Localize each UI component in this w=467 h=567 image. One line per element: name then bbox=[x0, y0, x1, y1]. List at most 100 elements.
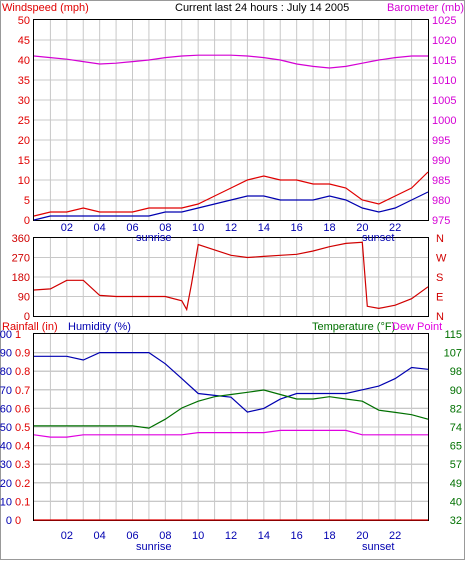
sunrise-label-bottom: sunrise bbox=[136, 541, 171, 553]
hour-tick-label: 06 bbox=[126, 222, 138, 234]
barometer-tick-label: 980 bbox=[432, 195, 450, 207]
hour-tick-label: 12 bbox=[225, 222, 237, 234]
dewpoint-axis-title: Dew Point bbox=[392, 321, 442, 333]
rainfall-tick-label: 0.1 bbox=[15, 496, 30, 508]
windspeed-tick-label: 0 bbox=[24, 215, 30, 227]
barometer-tick-label: 1005 bbox=[432, 95, 456, 107]
wind-direction-plot-frame bbox=[33, 237, 429, 317]
sunset-label-bottom: sunset bbox=[362, 541, 394, 553]
rainfall-tick-label: 0.6 bbox=[15, 403, 30, 415]
hour-tick-label: 18 bbox=[323, 222, 335, 234]
barometer-tick-label: 1000 bbox=[432, 115, 456, 127]
humidity-tick-label: 10 bbox=[0, 496, 12, 508]
rainfall-tick-label: 0.9 bbox=[15, 348, 30, 360]
barometer-tick-label: 1020 bbox=[432, 35, 456, 47]
chart-title: Current last 24 hours : July 14 2005 bbox=[175, 2, 349, 14]
hour-tick-label: 18 bbox=[323, 530, 335, 542]
barometer-tick-label: 975 bbox=[432, 215, 450, 227]
windspeed-tick-label: 25 bbox=[18, 115, 30, 127]
hour-tick-label: 16 bbox=[291, 222, 303, 234]
hour-tick-label: 20 bbox=[356, 530, 368, 542]
hour-tick-label: 04 bbox=[94, 222, 106, 234]
direction-tick-label: 180 bbox=[12, 272, 30, 284]
compass-tick-label: S bbox=[436, 272, 443, 284]
hour-tick-label: 10 bbox=[192, 530, 204, 542]
windspeed-tick-label: 45 bbox=[18, 35, 30, 47]
hour-tick-label: 22 bbox=[389, 530, 401, 542]
wind-direction-line bbox=[33, 241, 429, 312]
direction-tick-label: 0 bbox=[24, 311, 30, 323]
hour-tick-label: 02 bbox=[61, 530, 73, 542]
temperature-tick-label: 32 bbox=[450, 515, 462, 527]
barometer-tick-label: 995 bbox=[432, 135, 450, 147]
sunrise-label-top: sunrise bbox=[136, 232, 171, 244]
rainfall-tick-label: 0.3 bbox=[15, 459, 30, 471]
temperature-tick-label: 115 bbox=[444, 329, 462, 341]
dewpoint-line bbox=[33, 429, 428, 438]
hour-tick-label: 22 bbox=[389, 222, 401, 234]
humidity-tick-label: 50 bbox=[0, 422, 12, 434]
windspeed-tick-label: 5 bbox=[24, 195, 30, 207]
hour-tick-label: 08 bbox=[159, 530, 171, 542]
humidity-tick-label: 20 bbox=[0, 478, 12, 490]
humidity-axis-title: Humidity (%) bbox=[68, 321, 131, 333]
barometer-tick-label: 1010 bbox=[432, 75, 456, 87]
rainfall-axis-title: Rainfall (in) bbox=[2, 321, 58, 333]
humidity-tick-label: 80 bbox=[0, 366, 12, 378]
humidity-tick-label: 70 bbox=[0, 385, 12, 397]
rainfall-tick-label: 0 bbox=[15, 515, 21, 527]
hour-labels-bottom: 02 04 06 08 10 12 14 16 18 20 22 bbox=[61, 530, 402, 542]
temperature-tick-label: 40 bbox=[450, 496, 462, 508]
temperature-tick-label: 98 bbox=[450, 366, 462, 378]
hour-tick-label: 04 bbox=[94, 530, 106, 542]
temperature-tick-label: 107 bbox=[444, 348, 462, 360]
hour-tick-label: 14 bbox=[258, 222, 270, 234]
humidity-tick-label: 30 bbox=[0, 459, 12, 471]
hour-tick-label: 08 bbox=[159, 222, 171, 234]
barometer-tick-label: 985 bbox=[432, 175, 450, 187]
windspeed-tick-label: 35 bbox=[18, 75, 30, 87]
rainfall-tick-label: 0.4 bbox=[15, 441, 30, 453]
rainfall-tick-label: 0.5 bbox=[15, 422, 30, 434]
barometer-line bbox=[33, 54, 428, 69]
hour-tick-label: 10 bbox=[192, 222, 204, 234]
compass-tick-label: W bbox=[436, 253, 447, 265]
hour-tick-label: 20 bbox=[356, 222, 368, 234]
humidity-tick-label: 90 bbox=[0, 348, 12, 360]
windspeed-tick-label: 30 bbox=[18, 95, 30, 107]
rainfall-tick-label: 1 bbox=[15, 329, 21, 341]
windspeed-tick-label: 15 bbox=[18, 155, 30, 167]
humidity-tick-label: 40 bbox=[0, 441, 12, 453]
barometer-axis-title: Barometer (mb) bbox=[387, 2, 464, 14]
hour-tick-label: 16 bbox=[291, 530, 303, 542]
barometer-tick-label: 1015 bbox=[432, 55, 456, 67]
rainfall-tick-label: 0.7 bbox=[15, 385, 30, 397]
windspeed-tick-label: 10 bbox=[18, 175, 30, 187]
temperature-tick-label: 57 bbox=[450, 459, 462, 471]
temperature-tick-label: 74 bbox=[450, 422, 462, 434]
temperature-tick-label: 90 bbox=[450, 385, 462, 397]
temperature-axis-title: Temperature (°F) bbox=[312, 321, 395, 333]
direction-tick-label: 270 bbox=[12, 253, 30, 265]
barometer-tick-label: 1025 bbox=[432, 15, 456, 27]
direction-tick-label: 90 bbox=[18, 292, 30, 304]
windspeed-tick-label: 20 bbox=[18, 135, 30, 147]
hour-tick-label: 14 bbox=[258, 530, 270, 542]
windspeed-line bbox=[33, 191, 429, 221]
hour-tick-label: 12 bbox=[225, 530, 237, 542]
temperature-tick-label: 82 bbox=[450, 403, 462, 415]
compass-tick-label: E bbox=[436, 292, 443, 304]
humidity-tick-label: 60 bbox=[0, 403, 12, 415]
compass-tick-label: N bbox=[436, 311, 444, 323]
humidity-tick-label: 0 bbox=[6, 515, 12, 527]
direction-tick-label: 360 bbox=[12, 233, 30, 245]
sunset-label-top: sunset bbox=[362, 232, 394, 244]
hour-tick-label: 06 bbox=[126, 530, 138, 542]
humidity-line bbox=[34, 352, 429, 413]
temperature-line bbox=[34, 389, 429, 429]
windspeed-tick-label: 40 bbox=[18, 55, 30, 67]
rainfall-tick-label: 0.8 bbox=[15, 366, 30, 378]
temperature-tick-label: 65 bbox=[450, 441, 462, 453]
humidity-tick-label: 100 bbox=[0, 329, 12, 341]
temperature-tick-label: 49 bbox=[450, 478, 462, 490]
